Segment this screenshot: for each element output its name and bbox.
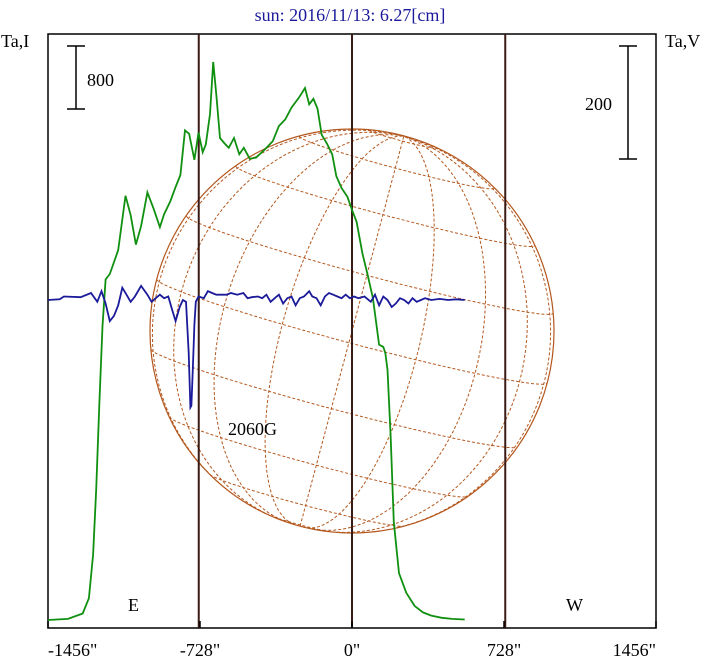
heliographic-grid-line	[168, 416, 469, 498]
heliographic-grid-line	[313, 135, 486, 531]
x-tick-label: -728"	[180, 640, 220, 660]
vertical-markers	[197, 34, 507, 628]
west-limb-label: W	[566, 595, 583, 615]
x-axis-ticks: -1456" -728" 0" 728" 1456"	[47, 621, 657, 660]
right-scale-bar	[619, 45, 637, 160]
heliographic-grid-line	[213, 134, 404, 523]
left-scale-bar-label: 800	[87, 70, 114, 90]
heliographic-grid-line	[185, 215, 554, 315]
heliographic-grid-line	[298, 136, 495, 190]
heliographic-grid-line	[235, 165, 536, 247]
heliographic-grid-line	[307, 135, 435, 529]
x-tick-label: -1456"	[48, 640, 97, 660]
heliographic-grid-line	[173, 131, 404, 518]
x-tick-label: 728"	[487, 640, 521, 660]
heliographic-grid-line	[150, 349, 518, 449]
x-tick-label: 1456"	[613, 640, 656, 660]
left-scale-bar	[67, 45, 85, 110]
heliographic-grid-line	[368, 129, 438, 149]
heliographic-grid-line	[326, 135, 528, 533]
heliographic-grid-line	[209, 474, 405, 527]
east-limb-label: E	[128, 595, 139, 615]
left-axis-label: Ta,I	[1, 31, 29, 51]
heliographic-grid-line	[264, 135, 404, 525]
series-intensity-line	[47, 61, 465, 621]
x-tick-label: 0"	[344, 640, 360, 660]
series-polarization-line	[47, 284, 465, 411]
annotation-2060g: 2060G	[228, 419, 277, 439]
chart-title: sun: 2016/11/13: 6.27[cm]	[255, 5, 446, 25]
right-scale-bar-label: 200	[585, 94, 612, 114]
right-axis-label: Ta,V	[665, 31, 700, 51]
heliographic-grid-line	[151, 129, 404, 496]
heliographic-grid-line	[372, 135, 552, 533]
